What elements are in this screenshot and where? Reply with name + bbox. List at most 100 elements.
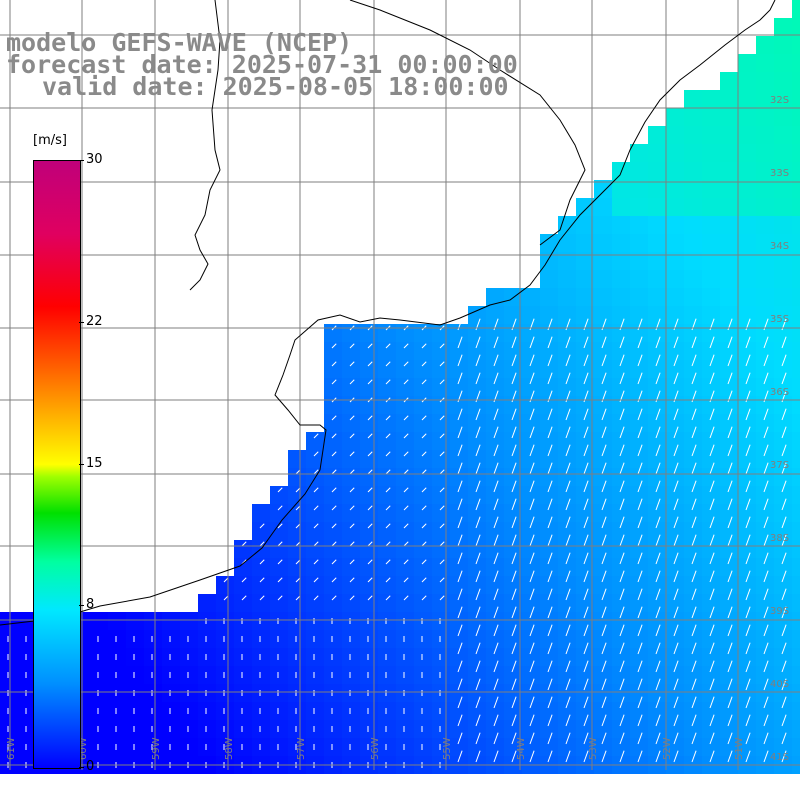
ocean-cell <box>360 666 378 684</box>
wind-arrow <box>583 642 589 655</box>
ocean-cell <box>792 450 800 468</box>
ocean-cell <box>432 540 450 558</box>
ocean-cell <box>756 702 774 720</box>
wind-arrow <box>547 750 553 763</box>
ocean-cell <box>666 486 684 504</box>
ocean-cell <box>324 360 342 378</box>
ocean-cell <box>792 72 800 90</box>
wind-arrow <box>619 570 625 583</box>
longitude-label: 57W <box>296 737 307 760</box>
ocean-cell <box>792 90 800 108</box>
wind-arrow <box>493 660 499 673</box>
ocean-cell <box>666 630 684 648</box>
wind-arrow <box>565 516 571 529</box>
ocean-cell <box>702 342 720 360</box>
wind-arrow <box>763 552 769 565</box>
ocean-cell <box>612 486 630 504</box>
ocean-cell <box>684 720 702 738</box>
ocean-cell <box>468 450 486 468</box>
wind-arrow <box>655 696 661 709</box>
wind-arrow <box>619 624 625 637</box>
ocean-cell <box>666 252 684 270</box>
ocean-cell <box>792 468 800 486</box>
ocean-cell <box>450 558 468 576</box>
wind-arrow <box>277 595 283 601</box>
ocean-cell <box>522 738 540 756</box>
ocean-cell <box>378 558 396 576</box>
wind-arrow <box>583 480 589 493</box>
wind-arrow <box>349 343 355 349</box>
ocean-cell <box>774 468 792 486</box>
ocean-cell <box>468 648 486 666</box>
ocean-cell <box>774 450 792 468</box>
ocean-cell <box>756 414 774 432</box>
ocean-cell <box>468 576 486 594</box>
ocean-cell <box>432 594 450 612</box>
wind-arrow <box>439 343 445 349</box>
wind-arrow <box>673 408 679 421</box>
wind-arrow <box>313 487 319 493</box>
ocean-cell <box>594 612 612 630</box>
wind-arrow <box>403 559 409 565</box>
ocean-cell <box>594 540 612 558</box>
wind-arrow <box>637 696 643 709</box>
wind-arrow <box>493 444 499 457</box>
ocean-cell <box>378 432 396 450</box>
ocean-cell <box>162 612 180 630</box>
wind-arrow <box>637 678 643 691</box>
ocean-cell <box>576 594 594 612</box>
ocean-cell <box>702 684 720 702</box>
wind-arrow <box>457 642 463 655</box>
wind-arrow <box>511 480 517 493</box>
wind-arrow <box>583 588 589 601</box>
ocean-cell <box>558 270 576 288</box>
ocean-cell <box>504 486 522 504</box>
ocean-cell <box>594 666 612 684</box>
ocean-cell <box>648 738 666 756</box>
wind-arrow <box>403 415 409 421</box>
ocean-cell <box>612 306 630 324</box>
wind-arrow <box>547 588 553 601</box>
longitude-label: 52W <box>662 737 673 760</box>
wind-arrow <box>259 523 265 529</box>
ocean-cell <box>198 684 216 702</box>
wind-arrow <box>727 660 733 673</box>
wind-arrow <box>529 336 535 349</box>
ocean-cell <box>414 612 432 630</box>
ocean-cell <box>684 504 702 522</box>
wind-arrow <box>403 541 409 547</box>
ocean-cell <box>252 612 270 630</box>
wind-arrow <box>259 541 265 547</box>
ocean-cell <box>306 450 324 468</box>
ocean-cell <box>666 684 684 702</box>
ocean-cell <box>504 612 522 630</box>
ocean-cell <box>558 720 576 738</box>
ocean-cell <box>126 720 144 738</box>
wind-arrow <box>511 408 517 421</box>
ocean-cell <box>342 468 360 486</box>
ocean-cell <box>792 540 800 558</box>
wind-arrow <box>583 354 589 367</box>
wind-arrow <box>439 595 445 601</box>
ocean-cell <box>0 720 18 738</box>
ocean-cell <box>432 342 450 360</box>
ocean-cell <box>702 666 720 684</box>
wind-arrow <box>493 354 499 367</box>
wind-arrow <box>475 732 481 745</box>
ocean-cell <box>504 648 522 666</box>
ocean-cell <box>594 594 612 612</box>
ocean-cell <box>396 324 414 342</box>
ocean-cell <box>720 306 738 324</box>
ocean-cell <box>738 162 756 180</box>
wind-arrow <box>673 606 679 619</box>
ocean-cell <box>648 288 666 306</box>
ocean-cell <box>396 432 414 450</box>
ocean-cell <box>270 648 288 666</box>
ocean-cell <box>774 486 792 504</box>
wind-arrow <box>547 714 553 727</box>
ocean-cell <box>468 504 486 522</box>
ocean-cell <box>594 342 612 360</box>
ocean-cell <box>756 486 774 504</box>
ocean-cell <box>720 504 738 522</box>
wind-arrow <box>403 343 409 349</box>
